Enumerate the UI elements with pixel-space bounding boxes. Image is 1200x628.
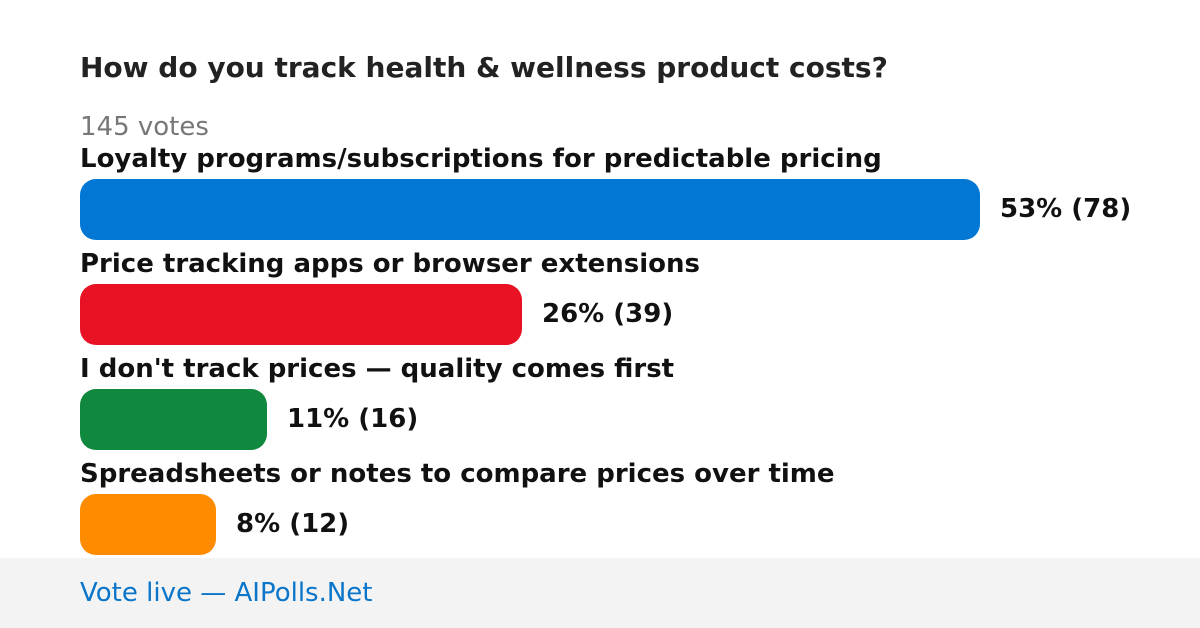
vote-count: 145 votes (80, 112, 209, 142)
footer: Vote live — AIPolls.Net (0, 558, 1200, 628)
poll-option: Spreadsheets or notes to compare prices … (80, 457, 1180, 557)
option-bar (80, 284, 522, 345)
poll-option: Loyalty programs/subscriptions for predi… (80, 142, 1180, 242)
option-label: Loyalty programs/subscriptions for predi… (80, 144, 882, 174)
option-value: 8% (12) (236, 509, 350, 539)
option-label: I don't track prices — quality comes fir… (80, 354, 675, 384)
option-value: 53% (78) (1000, 194, 1132, 224)
poll-option: Price tracking apps or browser extension… (80, 247, 1180, 347)
poll-option: I don't track prices — quality comes fir… (80, 352, 1180, 452)
option-label: Price tracking apps or browser extension… (80, 249, 701, 279)
option-bar (80, 389, 267, 450)
option-value: 26% (39) (542, 299, 674, 329)
option-bar (80, 494, 216, 555)
poll-title: How do you track health & wellness produ… (80, 51, 888, 84)
option-label: Spreadsheets or notes to compare prices … (80, 459, 835, 489)
option-value: 11% (16) (287, 404, 419, 434)
option-bar (80, 179, 980, 240)
vote-live-link[interactable]: Vote live — AIPolls.Net (80, 578, 373, 608)
